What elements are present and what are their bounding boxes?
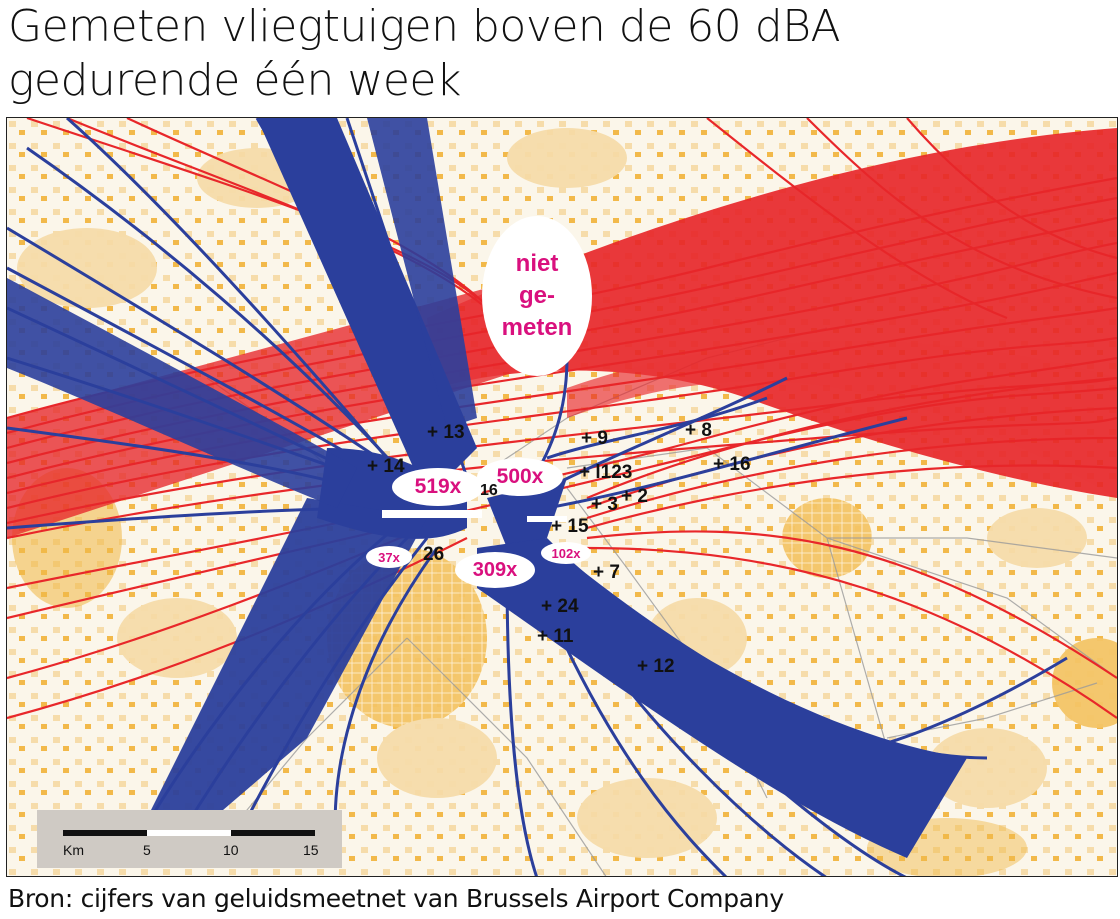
station-8: + 8 [685, 420, 712, 441]
scale-unit: Km [63, 842, 84, 858]
blue-track-bundles [7, 118, 967, 858]
station-26: 26 [423, 544, 445, 565]
scale-segment-3 [231, 830, 315, 836]
station-9: + 9 [581, 428, 608, 449]
station-16: + 16 [713, 454, 751, 475]
count-bubble-309: 309x [455, 552, 535, 588]
not-measured-word-1: niet [515, 250, 559, 277]
station-14: + 14 [367, 456, 405, 477]
count-bubble-37: 37x [366, 546, 412, 568]
station-15: + 15 [551, 516, 589, 537]
station-24: + 24 [541, 596, 579, 617]
not-measured-word-2: ge- [519, 282, 555, 309]
station-13: + 13 [427, 422, 465, 443]
map-title-line2: gedurende één week [8, 55, 461, 106]
scale-tick-10: 10 [223, 842, 239, 858]
station-12: + 12 [637, 656, 675, 677]
count-bubble-519: 519x [392, 468, 484, 506]
scale-bar: Km 5 10 15 [37, 810, 342, 868]
flight-track-map: niet ge- meten 519x 500x 309x 37x 102x +… [6, 117, 1118, 877]
source-note: Bron: cijfers van geluidsmeetnet van Bru… [8, 884, 784, 913]
count-bubble-102: 102x [541, 542, 591, 564]
runways [382, 510, 567, 522]
station-3: + 3 [591, 494, 618, 515]
scale-tick-15: 15 [303, 842, 319, 858]
scale-segment-1 [63, 830, 147, 836]
station-7: + 7 [593, 562, 620, 583]
map-title-line1: Gemeten vliegtuigen boven de 60 dBA [8, 1, 841, 52]
not-measured-label: niet ge- meten [482, 216, 592, 376]
station-l123: + l123 [579, 462, 633, 483]
station-11: + 11 [537, 626, 574, 647]
station-16-west: 16 [480, 482, 498, 499]
scale-tick-5: 5 [143, 842, 151, 858]
not-measured-word-3: meten [501, 314, 573, 341]
station-2: + 2 [621, 486, 648, 507]
count-bubble-500: 500x [477, 458, 563, 496]
scale-segment-2 [147, 830, 231, 836]
